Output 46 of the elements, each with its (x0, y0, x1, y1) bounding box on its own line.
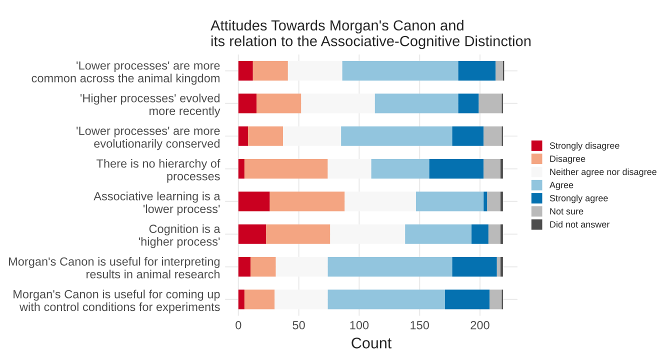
legend-label: Agree (549, 182, 574, 190)
bar (238, 158, 244, 179)
bar (238, 60, 253, 81)
x-tick-label: 0 (236, 320, 242, 330)
y-tick-label: Associative learning is a 'lower process' (94, 192, 220, 216)
x-tick-label: 150 (410, 320, 429, 330)
bar (238, 126, 248, 146)
bar (484, 192, 488, 212)
bar (496, 60, 503, 81)
bar (488, 224, 501, 244)
bar (458, 60, 496, 81)
y-tick-label: 'Lower processes' are more evolutionarily conserved (76, 126, 220, 150)
bar (238, 290, 244, 310)
y-tick-label: There is no hierarchy of processes (96, 159, 220, 183)
bar (490, 290, 502, 310)
y-tick-label: Cognition is a 'higher process' (138, 224, 220, 248)
bar (452, 257, 497, 277)
y-tick-label: 'Lower processes' are more common across the animal kingdom (32, 61, 220, 85)
legend-label: Disagree (550, 155, 586, 164)
legend-label: Not sure (550, 208, 584, 214)
x-tick-label: 100 (350, 320, 369, 330)
y-tick-label: 'Higher processes' evolved more recently (80, 94, 220, 118)
legend-label: Did not answer (550, 220, 610, 228)
bar (484, 158, 501, 179)
bar (496, 257, 501, 277)
bar (444, 290, 490, 310)
bar (484, 126, 502, 146)
legend-label: Strongly disagree (550, 142, 620, 151)
bar (238, 257, 250, 277)
legend-label: Strongly agree (550, 194, 608, 204)
chart-title: Attitudes Towards Morgan's Canon and its relation to the Associative-Cognitive Distinction (210, 20, 531, 50)
x-axis-title: Count (352, 338, 392, 348)
bar (452, 126, 484, 146)
bar (487, 192, 501, 212)
bar (458, 94, 479, 114)
bar (238, 192, 270, 212)
y-tick-label: Morgan's Canon is useful for coming up with control conditions for experiments (14, 290, 220, 314)
y-tick-label: Morgan's Canon is useful for interpreting results in animal research (9, 257, 220, 278)
bar (478, 94, 502, 114)
legend-label: Neither agree nor disagree (550, 168, 656, 177)
bar (238, 224, 266, 244)
bar (429, 158, 484, 179)
bar (238, 94, 257, 114)
x-tick-label: 50 (292, 320, 305, 330)
x-tick-label: 200 (470, 320, 490, 330)
bar (472, 224, 488, 244)
